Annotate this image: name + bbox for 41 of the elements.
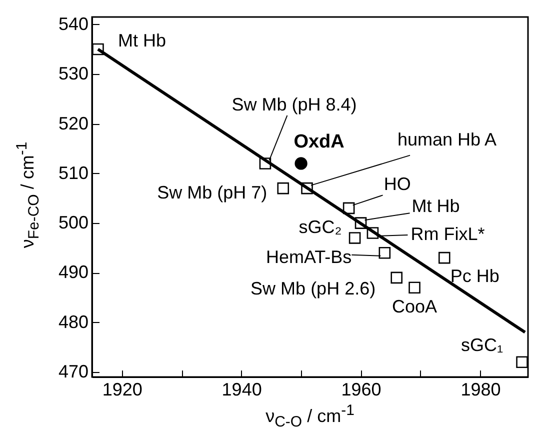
y-tick-label: 510 — [58, 162, 88, 183]
point — [294, 157, 308, 170]
point — [92, 43, 104, 56]
y-tick-label: 500 — [58, 212, 88, 233]
point — [348, 232, 361, 244]
annotation: Mt Hb — [412, 196, 460, 216]
point — [390, 272, 402, 284]
annotation: sGC₁ — [460, 335, 504, 356]
y-tick-label: 470 — [58, 362, 88, 382]
annotation: HO — [384, 174, 411, 194]
point — [259, 158, 272, 170]
point — [277, 182, 290, 194]
point — [301, 182, 313, 194]
y-tick-label: 530 — [58, 64, 88, 84]
annotation: Sw Mb (pH 7) — [157, 182, 268, 202]
point — [354, 217, 367, 229]
y-tick-label: 490 — [58, 262, 88, 282]
annotation: Sw Mb (pH 8.4) — [232, 94, 357, 114]
point — [408, 282, 420, 294]
annotation: Mt Hb — [118, 30, 166, 50]
x-tick-label: 1920 — [102, 380, 142, 400]
x-axis-title: ν$_{C-O}$ / cm$^{-1}$ — [266, 402, 354, 431]
point — [366, 227, 379, 239]
annotation: human Hb A — [397, 129, 497, 150]
annotation: Rm FixL* — [410, 224, 485, 244]
annotation: sGC₂ — [298, 216, 342, 237]
annotation: Pc Hb — [450, 266, 500, 286]
x-tick-label: 1960 — [341, 380, 382, 400]
y-tick-label: 480 — [58, 312, 88, 332]
point — [516, 356, 528, 368]
x-tick-label: 1980 — [460, 380, 501, 400]
legend-label: OxdA — [294, 131, 345, 152]
point — [378, 246, 391, 259]
point — [438, 252, 450, 264]
y-tick-label: 520 — [58, 113, 88, 134]
annotation: CooA — [392, 296, 438, 317]
annotation: HemAT-Bs — [266, 246, 352, 267]
x-tick-label: 1940 — [222, 380, 262, 400]
annotation: Sw Mb (pH 2.6) — [250, 278, 376, 299]
point — [342, 202, 355, 214]
y-tick-label: 540 — [58, 14, 88, 34]
